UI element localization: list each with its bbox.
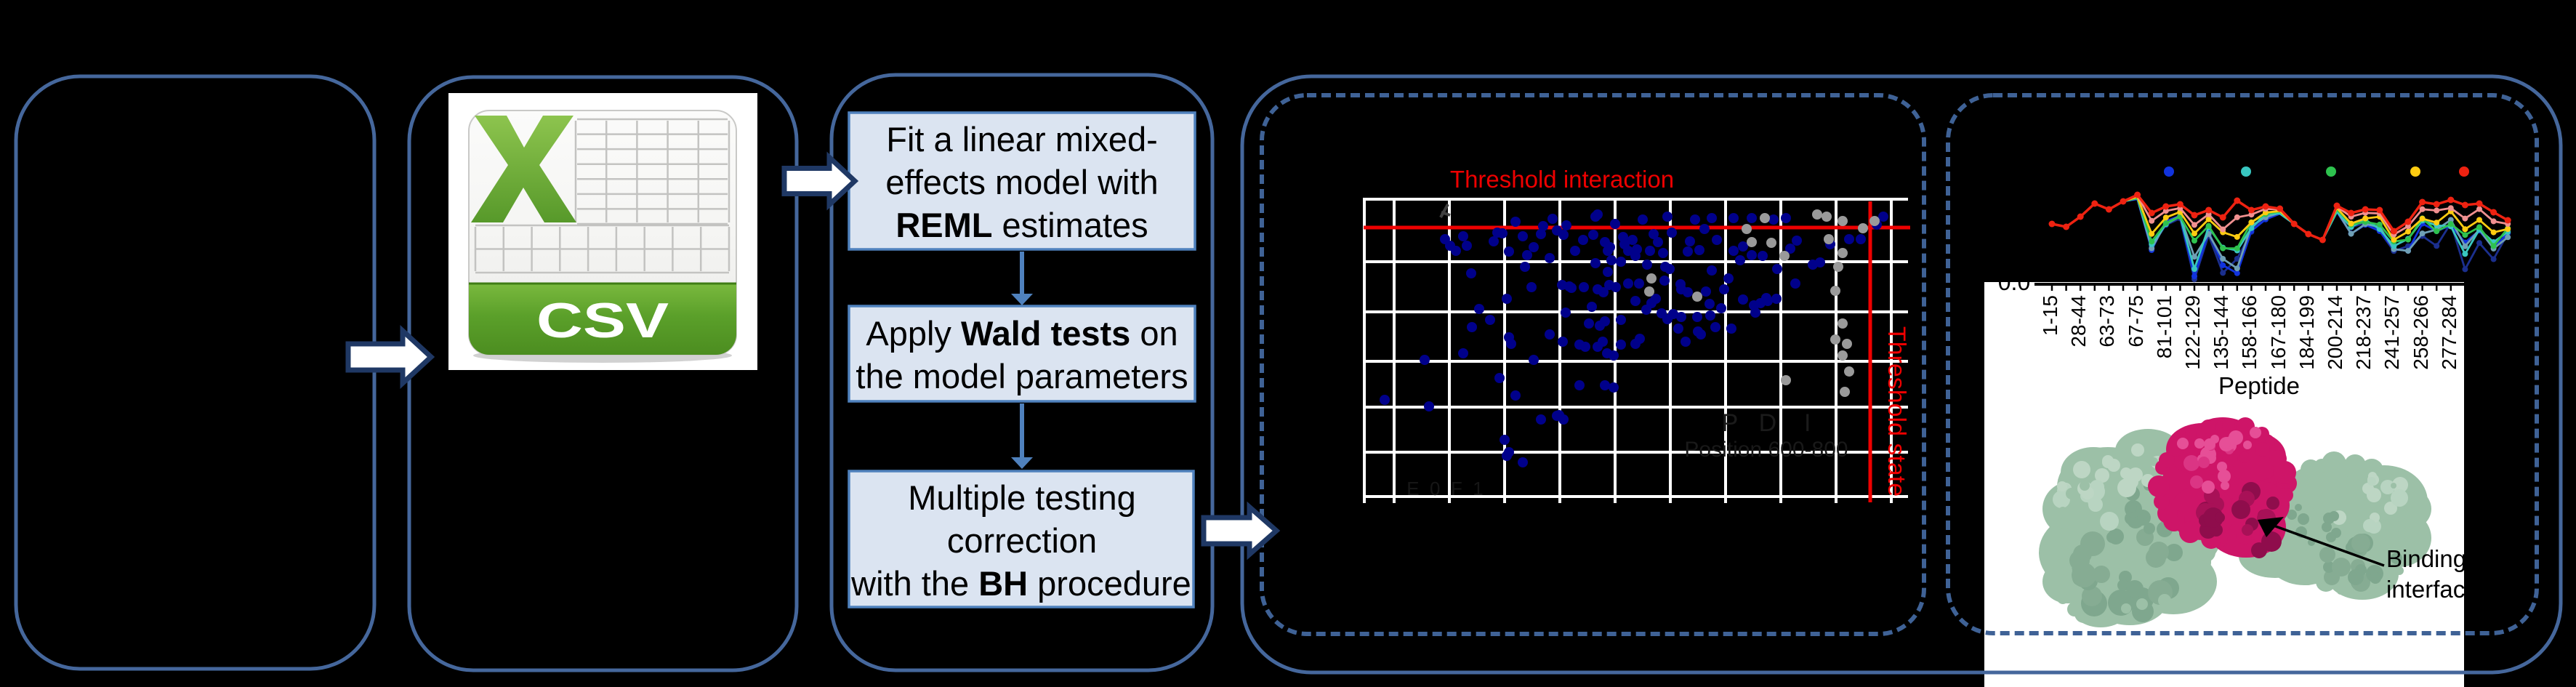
svg-text:1-15: 1-15 xyxy=(2039,295,2061,336)
svg-text:correction: correction xyxy=(947,521,1097,560)
svg-text:REML estimates: REML estimates xyxy=(895,206,1148,244)
svg-text:Peptide: Peptide xyxy=(2218,372,2300,399)
svg-text:63-73: 63-73 xyxy=(2096,295,2118,347)
svg-text:28-44: 28-44 xyxy=(2067,295,2090,347)
svg-text:Position 600-800: Position 600-800 xyxy=(1684,438,1848,462)
svg-text:135-144: 135-144 xyxy=(2210,295,2232,370)
svg-text:0.0: 0.0 xyxy=(1998,269,2030,295)
svg-text:158-166: 158-166 xyxy=(2238,295,2261,370)
svg-text:the model parameters: the model parameters xyxy=(856,357,1188,395)
svg-text:241-257: 241-257 xyxy=(2380,295,2403,370)
svg-text:Apply Wald tests on: Apply Wald tests on xyxy=(866,314,1178,353)
svg-text:Threshold state: Threshold state xyxy=(1883,326,1910,497)
svg-text:67-75: 67-75 xyxy=(2125,295,2147,347)
svg-text:184-199: 184-199 xyxy=(2295,295,2318,370)
svg-text:218-237: 218-237 xyxy=(2352,295,2375,370)
svg-text:277-284: 277-284 xyxy=(2438,295,2460,370)
svg-text:E 0 F 1: E 0 F 1 xyxy=(1406,478,1484,499)
svg-text:interface: interface xyxy=(2386,576,2479,603)
svg-text:Binding: Binding xyxy=(2386,545,2466,572)
svg-text:200-214: 200-214 xyxy=(2324,295,2346,370)
svg-text:Fit a linear mixed-: Fit a linear mixed- xyxy=(886,120,1158,158)
svg-text:122-129: 122-129 xyxy=(2181,295,2204,370)
svg-text:with the BH procedure: with the BH procedure xyxy=(850,564,1191,603)
svg-text:Threshold interaction: Threshold interaction xyxy=(1450,166,1674,193)
svg-text:effects model with: effects model with xyxy=(885,163,1158,201)
svg-text:167-180: 167-180 xyxy=(2267,295,2290,370)
svg-text:P D I: P D I xyxy=(1722,409,1811,437)
svg-text:Multiple testing: Multiple testing xyxy=(908,478,1136,517)
svg-text:258-266: 258-266 xyxy=(2410,295,2432,370)
svg-text:CSV: CSV xyxy=(536,293,669,348)
svg-text:81-101: 81-101 xyxy=(2153,295,2175,358)
